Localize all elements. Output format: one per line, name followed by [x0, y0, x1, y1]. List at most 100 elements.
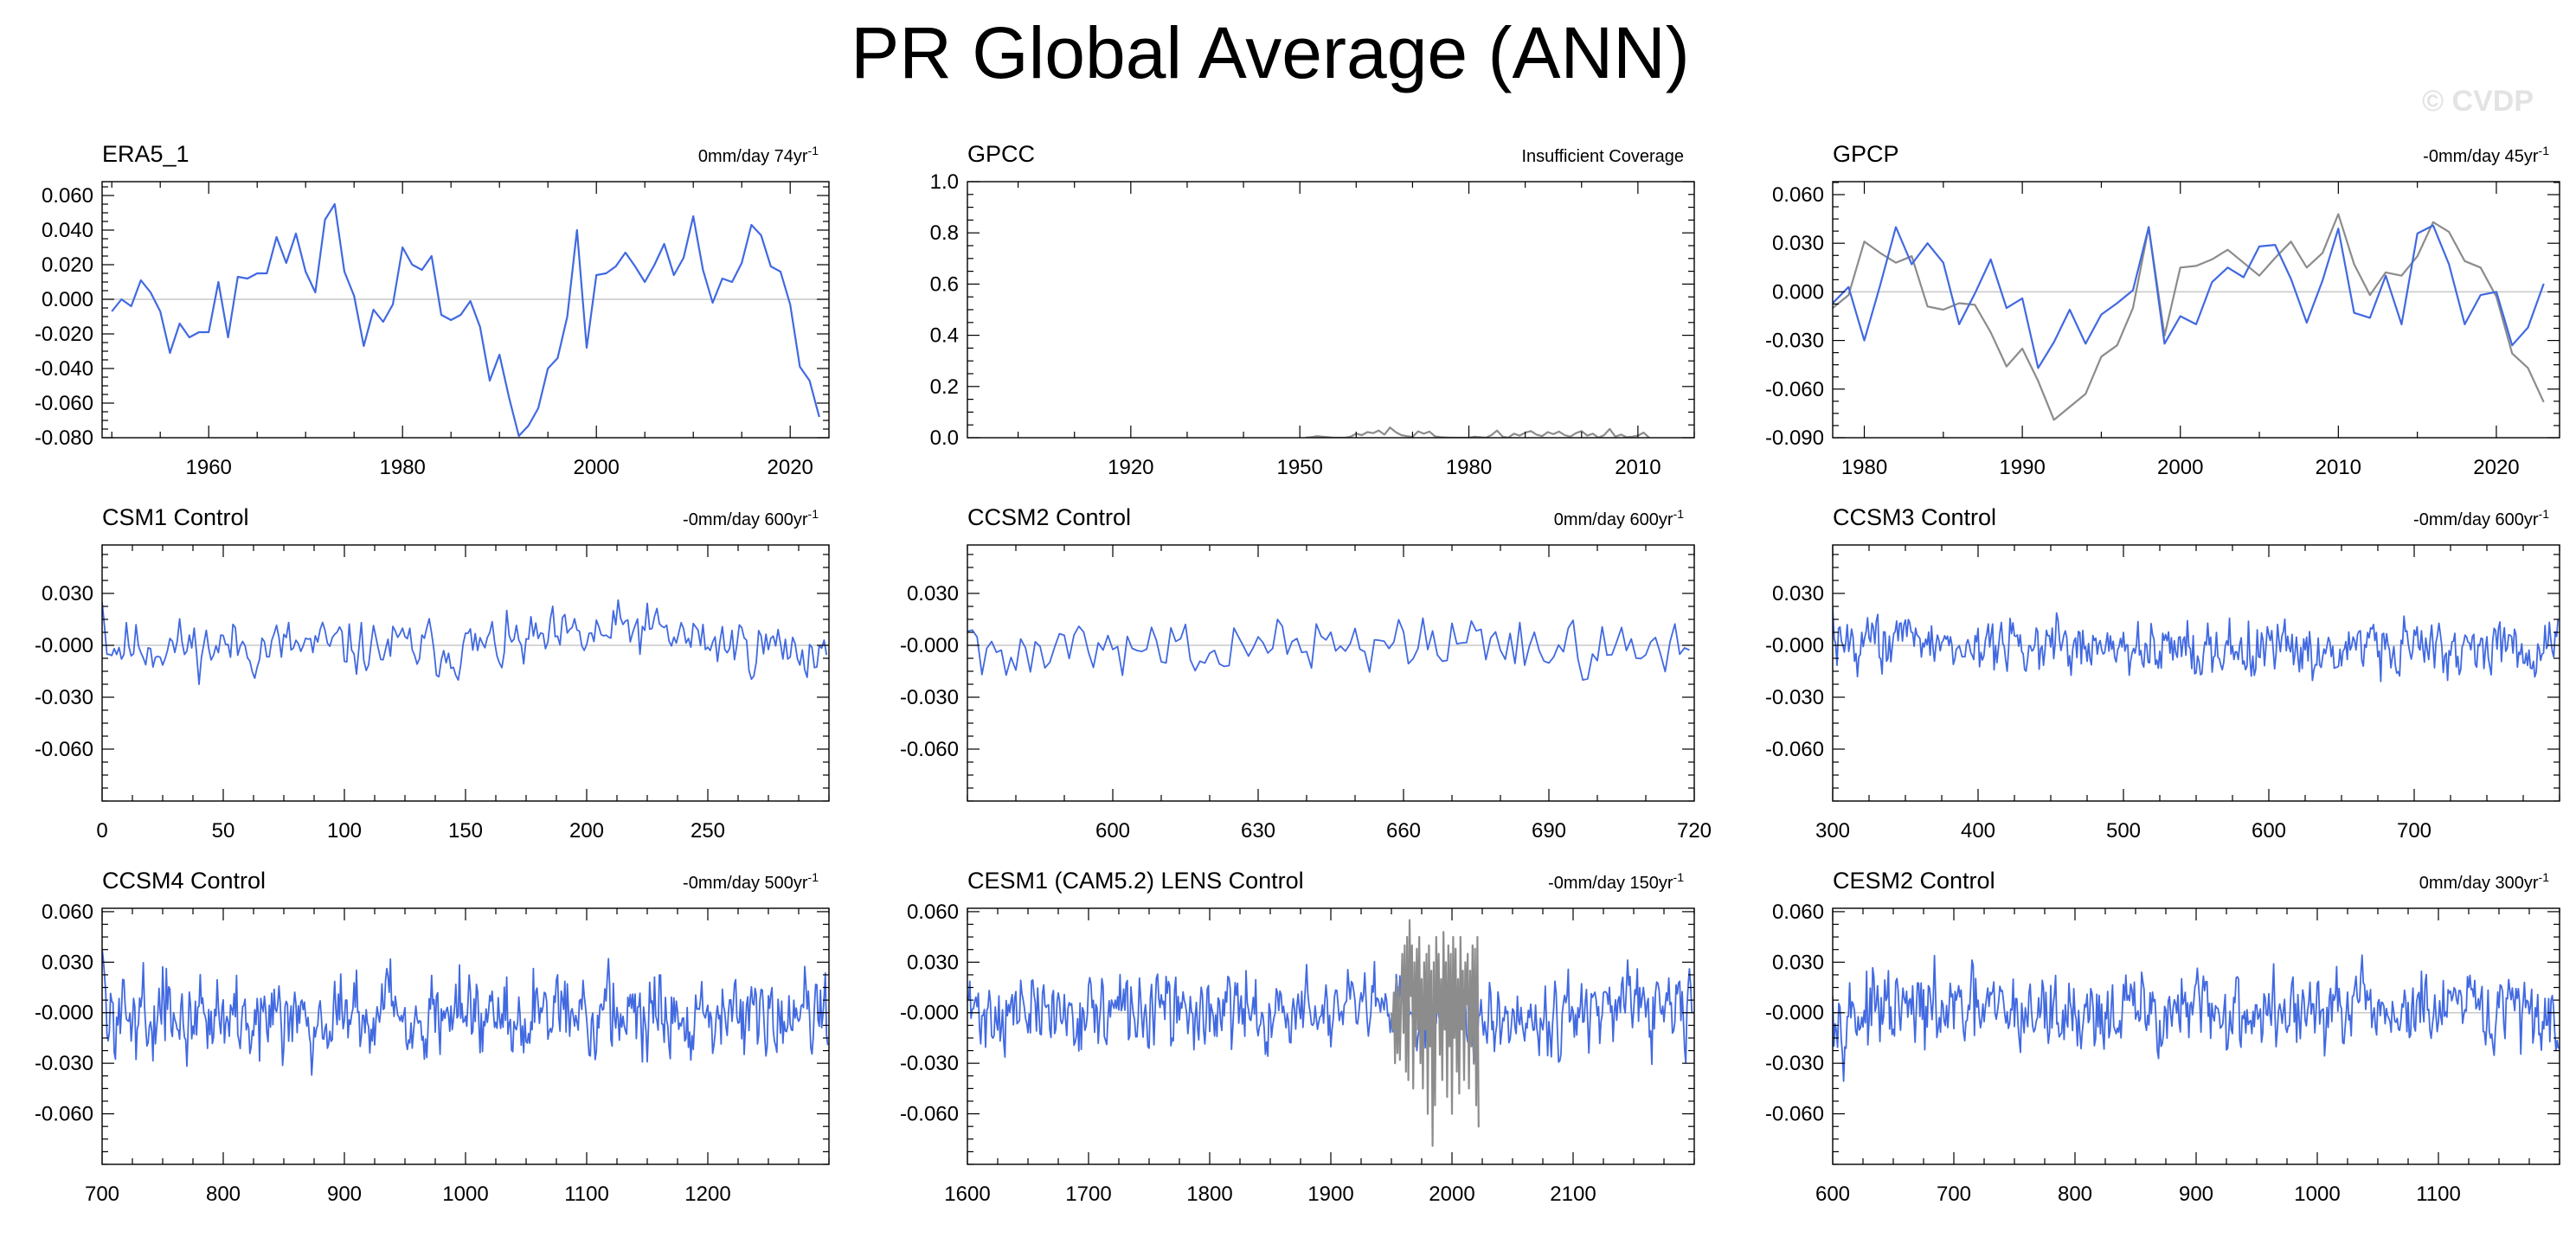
- x-tick-label: 1000: [2294, 1183, 2340, 1206]
- y-tick-label: -0.000: [35, 634, 93, 657]
- x-tick-label: 400: [1961, 819, 1995, 843]
- plot-frame: [101, 181, 830, 439]
- y-tick-label: -0.030: [35, 686, 93, 709]
- series-line-0: [102, 948, 829, 1076]
- panel-4: CCSM2 Control 0mm/day 600yr-1 -0.060 -0.030…: [900, 504, 1712, 843]
- x-tick-label: 0: [96, 819, 107, 843]
- series-line-0: [967, 959, 1694, 1066]
- y-tick-label: 0.4: [930, 324, 959, 348]
- y-tick-label: 0.6: [930, 272, 959, 296]
- panel-title: CESM1 (CAM5.2) LENS Control: [967, 868, 1304, 894]
- x-tick-label: 1700: [1065, 1183, 1111, 1206]
- y-tick-label: 0.060: [1772, 901, 1824, 924]
- y-tick-label: -0.060: [1765, 738, 1824, 761]
- panel-title: CSM1 Control: [102, 504, 249, 530]
- x-tick-label: 690: [1532, 819, 1566, 843]
- y-tick-label: 0.030: [1772, 232, 1824, 255]
- y-tick-label: -0.000: [35, 1002, 93, 1025]
- series-line-1: [1833, 224, 2545, 369]
- y-tick-label: -0.030: [1765, 1052, 1824, 1075]
- x-tick-label: 600: [1815, 1183, 1850, 1206]
- x-tick-label: 2000: [2157, 456, 2203, 479]
- x-tick-label: 2100: [1550, 1183, 1596, 1206]
- x-tick-label: 200: [569, 819, 604, 843]
- x-tick-label: 2000: [1429, 1183, 1474, 1206]
- y-tick-label: 0.060: [42, 901, 93, 924]
- y-tick-label: -0.000: [1765, 1002, 1824, 1025]
- y-tick-label: -0.040: [35, 357, 93, 381]
- y-tick-label: -0.030: [900, 686, 959, 709]
- y-tick-label: -0.030: [1765, 686, 1824, 709]
- y-tick-label: 0.020: [42, 253, 93, 277]
- panel-8: CESM2 Control 0mm/day 300yr-1 -0.060 -0.030…: [1765, 868, 2560, 1206]
- x-tick-label: 900: [2179, 1183, 2213, 1206]
- panel-trend-label: 0mm/day 300yr-1: [2419, 870, 2550, 893]
- y-tick-label: 0.000: [42, 288, 93, 311]
- panel-title: GPCC: [967, 141, 1035, 167]
- panel-trend-label: Insufficient Coverage: [1521, 147, 1684, 166]
- y-tick-label: 0.060: [1772, 183, 1824, 207]
- series-line-0: [111, 202, 820, 438]
- series-line-0: [1305, 426, 1650, 438]
- y-tick-label: 0.030: [907, 951, 959, 974]
- y-tick-label: 0.2: [930, 375, 959, 399]
- x-tick-label: 800: [2058, 1183, 2092, 1206]
- plot-frame: [967, 181, 1695, 439]
- x-tick-label: 720: [1677, 819, 1712, 843]
- panel-6: CCSM4 Control -0mm/day 500yr-1 -0.060 -0.03…: [35, 868, 830, 1206]
- x-tick-label: 2000: [574, 456, 620, 479]
- y-tick-label: -0.030: [900, 1052, 959, 1075]
- x-tick-label: 700: [1937, 1183, 1971, 1206]
- y-tick-label: 1.0: [930, 170, 959, 194]
- y-tick-label: -0.030: [35, 1052, 93, 1075]
- x-tick-label: 1980: [1841, 456, 1887, 479]
- y-tick-label: -0.060: [900, 1103, 959, 1126]
- panel-title: CCSM4 Control: [102, 868, 266, 894]
- y-tick-label: 0.000: [1772, 280, 1824, 304]
- watermark-text: © CVDP: [2422, 85, 2534, 118]
- panel-trend-label: -0mm/day 45yr-1: [2423, 144, 2549, 166]
- y-tick-label: -0.060: [1765, 1103, 1824, 1126]
- y-tick-label: -0.020: [35, 323, 93, 346]
- x-tick-label: 900: [327, 1183, 362, 1206]
- panel-7: CESM1 (CAM5.2) LENS Control -0mm/day 150y…: [900, 868, 1695, 1206]
- x-tick-label: 800: [206, 1183, 241, 1206]
- y-tick-label: 0.030: [1772, 582, 1824, 606]
- x-tick-label: 1920: [1108, 456, 1153, 479]
- x-tick-label: 1950: [1276, 456, 1322, 479]
- x-tick-label: 2020: [2473, 456, 2519, 479]
- x-tick-label: 1800: [1186, 1183, 1232, 1206]
- series-line-0: [967, 617, 1690, 681]
- y-tick-label: -0.060: [35, 392, 93, 415]
- panel-title: ERA5_1: [102, 141, 190, 167]
- x-tick-label: 100: [327, 819, 362, 843]
- plot-frame: [967, 544, 1695, 802]
- panel-trend-label: 0mm/day 74yr-1: [698, 144, 819, 166]
- x-tick-label: 1900: [1307, 1183, 1353, 1206]
- y-tick-label: -0.060: [35, 738, 93, 761]
- panel-1: GPCC Insufficient Coverage 0.0 0.2 0.4 0.6 0.8…: [930, 141, 1695, 479]
- panel-0: ERA5_1 0mm/day 74yr-1 -0.080 -0.060 -0.040 -0…: [35, 141, 830, 479]
- y-tick-label: 0.060: [907, 901, 959, 924]
- panel-title: CESM2 Control: [1833, 868, 1995, 894]
- x-tick-label: 1980: [1446, 456, 1492, 479]
- plot-frame: [101, 907, 830, 1165]
- panel-trend-label: -0mm/day 500yr-1: [683, 870, 819, 893]
- x-tick-label: 250: [691, 819, 725, 843]
- plot-frame: [1832, 907, 2560, 1165]
- plot-frame: [1832, 181, 2560, 439]
- y-tick-label: 0.040: [42, 219, 93, 242]
- panel-2: GPCP -0mm/day 45yr-1 -0.090 -0.060 -0.030 0.0…: [1765, 141, 2560, 479]
- x-tick-label: 1100: [564, 1183, 609, 1206]
- y-tick-label: -0.090: [1765, 426, 1824, 450]
- figure-title: PR Global Average (ANN): [851, 12, 1690, 93]
- x-tick-label: 600: [1095, 819, 1130, 843]
- x-tick-label: 1960: [186, 456, 232, 479]
- panel-trend-label: -0mm/day 600yr-1: [2413, 507, 2549, 529]
- y-tick-label: -0.000: [900, 1002, 959, 1025]
- x-tick-label: 1000: [442, 1183, 488, 1206]
- panel-trend-label: 0mm/day 600yr-1: [1554, 507, 1685, 529]
- x-tick-label: 700: [2397, 819, 2431, 843]
- y-tick-label: 0.030: [1772, 951, 1824, 974]
